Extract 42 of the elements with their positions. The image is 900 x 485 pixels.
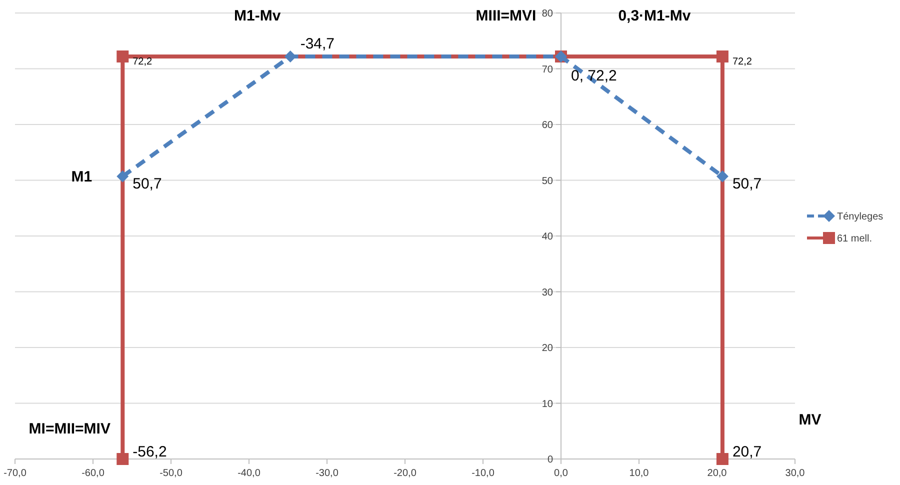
data-label: 50,7 xyxy=(132,175,162,192)
y-tick-label: 0 xyxy=(547,454,554,466)
x-tick-label: 30,0 xyxy=(785,468,806,479)
point xyxy=(716,170,728,182)
point xyxy=(116,50,129,62)
y-tick-label: 40 xyxy=(542,232,554,242)
x-tick-label: 0,0 xyxy=(554,468,568,479)
x-tick-label: -30,0 xyxy=(316,468,339,479)
annotation: M1-Mv xyxy=(234,8,282,25)
annotation: 0,3·M1-Mv xyxy=(618,8,692,25)
data-label: 0, 72,2 xyxy=(571,67,617,84)
annotation: M1 xyxy=(71,168,92,186)
annotation: -34,7 xyxy=(300,36,335,53)
y-tick-label: 60 xyxy=(542,120,554,131)
x-tick-label: -50,0 xyxy=(160,468,183,479)
y-tick-label: 70 xyxy=(542,64,554,76)
legend-label: 61 mell. xyxy=(837,234,872,244)
annotation: MI=MII=MIV xyxy=(28,420,110,438)
text: MV xyxy=(798,411,822,428)
x-tick-label: -20,0 xyxy=(394,468,417,479)
x-tick-label: 20,0 xyxy=(707,468,728,479)
y-tick-label: 20 xyxy=(542,343,554,354)
x-tick-label: -70,0 xyxy=(4,468,27,479)
point xyxy=(116,453,129,465)
y-tick-label: 10 xyxy=(542,398,554,410)
x-tick-label: -10,0 xyxy=(472,468,495,479)
point xyxy=(116,170,129,182)
y-tick-label: 30 xyxy=(542,287,554,298)
annotation: 20,7 xyxy=(732,443,762,460)
annotation: -56,2 xyxy=(132,443,167,460)
x-tick-label: 10,0 xyxy=(629,468,650,479)
x-tick-label: -60,0 xyxy=(82,468,105,479)
point xyxy=(716,453,728,465)
y-tick-label: 50 xyxy=(542,176,554,187)
x-tick-label: -40,0 xyxy=(238,468,261,479)
legend-label: Tényleges xyxy=(837,212,884,222)
annotation: MIII=MVI xyxy=(476,8,536,25)
y-tick-label: 80 xyxy=(542,8,554,20)
point xyxy=(716,50,728,62)
data-label: 50,7 xyxy=(732,175,762,192)
data-label: 72,2 xyxy=(732,56,752,68)
data-label: 72,2 xyxy=(132,56,153,68)
